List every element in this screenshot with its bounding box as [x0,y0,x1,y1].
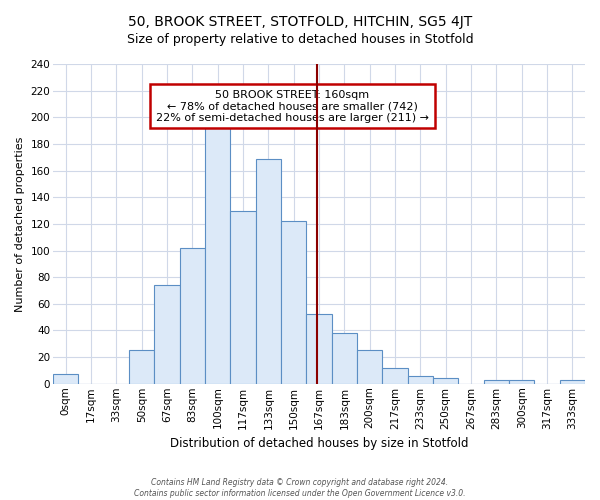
Bar [509,380,535,384]
Bar [205,126,230,384]
Bar [433,378,458,384]
Bar [560,380,585,384]
X-axis label: Distribution of detached houses by size in Stotfold: Distribution of detached houses by size … [170,437,468,450]
Bar [180,248,205,384]
Bar [332,333,357,384]
Bar [154,285,180,384]
Text: 50, BROOK STREET, STOTFOLD, HITCHIN, SG5 4JT: 50, BROOK STREET, STOTFOLD, HITCHIN, SG5… [128,15,472,29]
Bar [484,380,509,384]
Bar [230,210,256,384]
Bar [129,350,154,384]
Bar [307,314,332,384]
Bar [357,350,382,384]
Bar [256,158,281,384]
Text: Size of property relative to detached houses in Stotfold: Size of property relative to detached ho… [127,32,473,46]
Bar [382,368,407,384]
Bar [53,374,79,384]
Bar [281,221,307,384]
Y-axis label: Number of detached properties: Number of detached properties [15,136,25,312]
Bar [407,376,433,384]
Text: 50 BROOK STREET: 160sqm
← 78% of detached houses are smaller (742)
22% of semi-d: 50 BROOK STREET: 160sqm ← 78% of detache… [156,90,429,123]
Text: Contains HM Land Registry data © Crown copyright and database right 2024.
Contai: Contains HM Land Registry data © Crown c… [134,478,466,498]
